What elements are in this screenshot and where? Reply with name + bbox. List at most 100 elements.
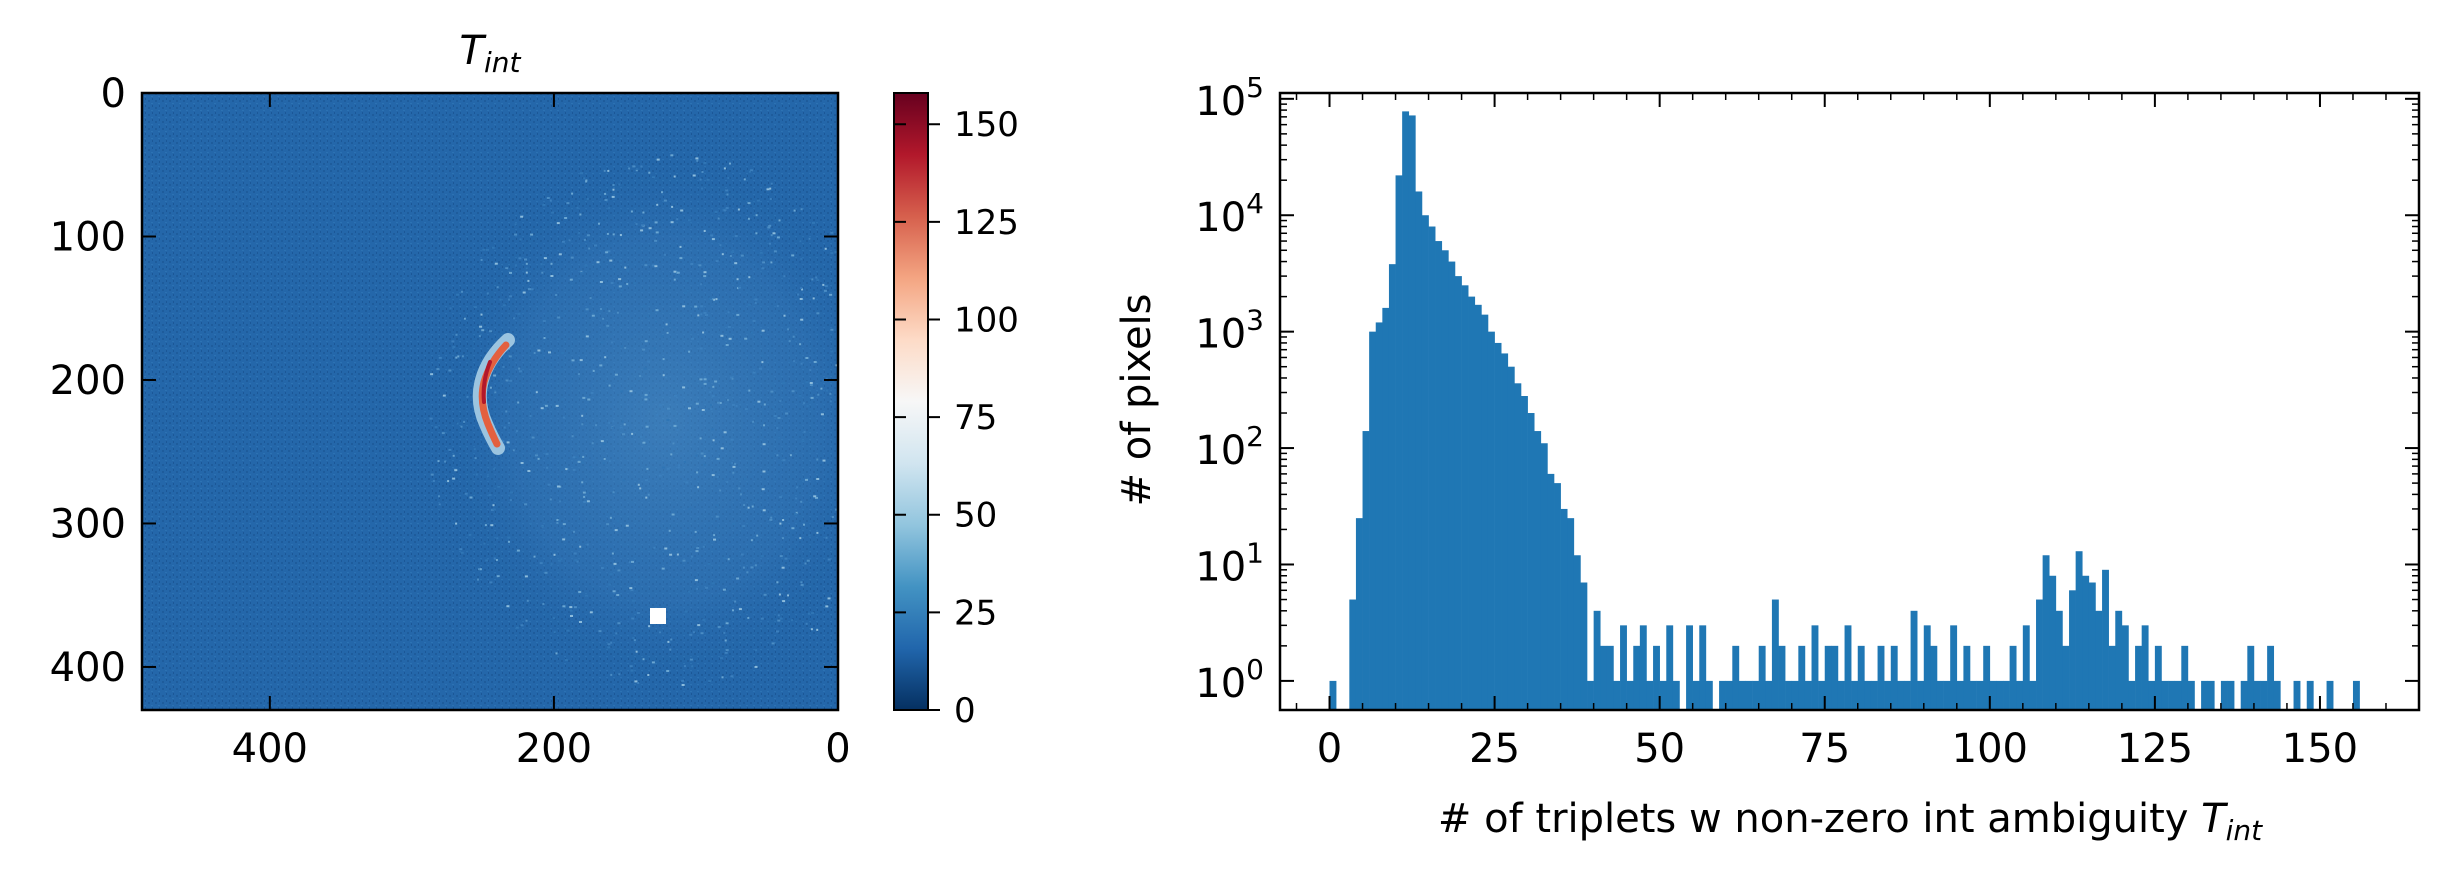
heatmap-speckle: [629, 665, 633, 668]
heatmap-speckle: [544, 571, 548, 574]
heatmap-speckle: [508, 540, 510, 543]
heatmap-speckle: [576, 560, 579, 563]
heatmap-speckle: [747, 217, 750, 220]
heatmap-speckle: [510, 491, 513, 494]
heatmap-speckle: [744, 408, 748, 411]
heatmap-speckle: [757, 400, 761, 403]
heatmap-speckle: [654, 239, 658, 242]
heatmap-speckle: [492, 508, 496, 511]
heatmap-speckle: [791, 619, 793, 622]
heatmap-speckle: [606, 232, 609, 235]
heatmap-speckle: [540, 263, 543, 266]
heatmap-speckle: [703, 312, 707, 314]
heatmap-speckle: [800, 581, 803, 584]
histogram-bar: [1672, 680, 1680, 710]
heatmap-speckle: [744, 337, 748, 340]
heatmap-speckle: [691, 665, 694, 668]
heatmap-speckle: [864, 497, 867, 499]
heatmap-speckle: [662, 374, 665, 377]
heatmap-speckle: [496, 537, 499, 540]
heatmap-speckle: [640, 435, 642, 438]
heatmap-speckle: [582, 455, 585, 458]
heatmap-speckle: [776, 427, 779, 430]
heatmap-speckle: [719, 244, 722, 247]
heatmap-speckle: [550, 275, 554, 277]
heatmap-speckle: [685, 481, 689, 484]
histogram-bar: [1864, 680, 1872, 710]
heatmap-speckle: [608, 310, 611, 313]
heatmap-speckle: [805, 478, 808, 481]
histogram-bar: [2049, 575, 2057, 710]
heatmap-speckle: [581, 481, 584, 484]
heatmap-speckle: [647, 315, 650, 318]
heatmap-speckle: [656, 413, 659, 416]
heatmap-speckle: [665, 376, 668, 379]
histogram-bar: [1950, 625, 1958, 710]
heatmap-speckle: [544, 404, 548, 407]
heatmap-speckle: [734, 235, 738, 238]
heatmap-speckle: [700, 305, 704, 308]
heatmap-speckle: [759, 367, 763, 370]
heatmap-speckle: [582, 396, 586, 399]
histogram-bar: [1824, 645, 1832, 710]
heatmap-speckle: [621, 345, 623, 348]
histogram-bar: [2148, 680, 2156, 710]
heatmap-speckle: [713, 534, 716, 537]
heatmap-speckle: [754, 564, 757, 567]
heatmap-speckle: [670, 221, 674, 224]
heatmap-speckle: [635, 223, 638, 226]
heatmap-speckle: [524, 258, 527, 261]
heatmap-speckle: [644, 264, 648, 267]
heatmap-speckle: [843, 565, 845, 567]
histogram-bar: [1481, 314, 1489, 710]
heatmap-speckle: [744, 300, 747, 303]
heatmap-speckle: [703, 230, 706, 232]
heatmap-speckle: [762, 261, 766, 264]
histogram-ytick-label: 100: [1195, 653, 1264, 707]
heatmap-speckle: [600, 567, 604, 569]
heatmap-speckle: [808, 237, 811, 240]
heatmap-speckle: [703, 275, 707, 278]
histogram-bar: [2273, 680, 2281, 710]
heatmap-speckle: [573, 606, 577, 609]
heatmap-speckle: [508, 422, 510, 425]
heatmap-speckle: [493, 468, 496, 470]
heatmap-speckle: [562, 605, 566, 608]
histogram-bar: [1613, 680, 1621, 710]
heatmap-speckle: [871, 298, 873, 300]
heatmap-speckle: [722, 588, 726, 591]
heatmap-speckle: [620, 390, 624, 393]
heatmap-speckle: [725, 344, 729, 346]
heatmap-speckle: [793, 360, 796, 363]
heatmap-speckle: [694, 530, 697, 533]
histogram-bar: [1527, 413, 1535, 710]
heatmap-speckle: [809, 382, 813, 384]
heatmap-speckle: [754, 665, 758, 668]
heatmap-speckle: [750, 566, 754, 569]
histogram-bar: [2088, 582, 2096, 710]
histogram-xlabel: # of triplets w non-zero int ambiguity T…: [1438, 796, 2263, 847]
histogram-frame: [1278, 91, 2421, 712]
histogram-bar: [1857, 645, 1865, 710]
heatmap-speckle: [594, 244, 597, 247]
heatmap-ytick-label: 200: [50, 358, 126, 404]
heatmap-speckle: [830, 231, 834, 234]
heatmap-speckle: [805, 357, 809, 359]
heatmap-speckle: [505, 267, 509, 270]
heatmap-speckle: [689, 658, 693, 661]
histogram-ytick-exponent: 4: [1246, 187, 1264, 220]
histogram-bar: [1468, 296, 1476, 710]
heatmap-speckle: [452, 454, 455, 457]
heatmap-speckle: [755, 232, 758, 235]
heatmap-speckle: [584, 594, 588, 597]
heatmap-speckle: [600, 341, 604, 344]
histogram-bar: [2187, 680, 2195, 710]
heatmap-speckle: [856, 306, 858, 308]
heatmap-speckle: [699, 178, 702, 181]
heatmap-speckle: [773, 414, 777, 417]
heatmap-speckle: [711, 582, 715, 585]
heatmap-speckle: [743, 280, 746, 283]
histogram-bar: [1936, 680, 1944, 710]
heatmap-speckle: [731, 403, 735, 406]
heatmap-speckle: [640, 229, 644, 232]
